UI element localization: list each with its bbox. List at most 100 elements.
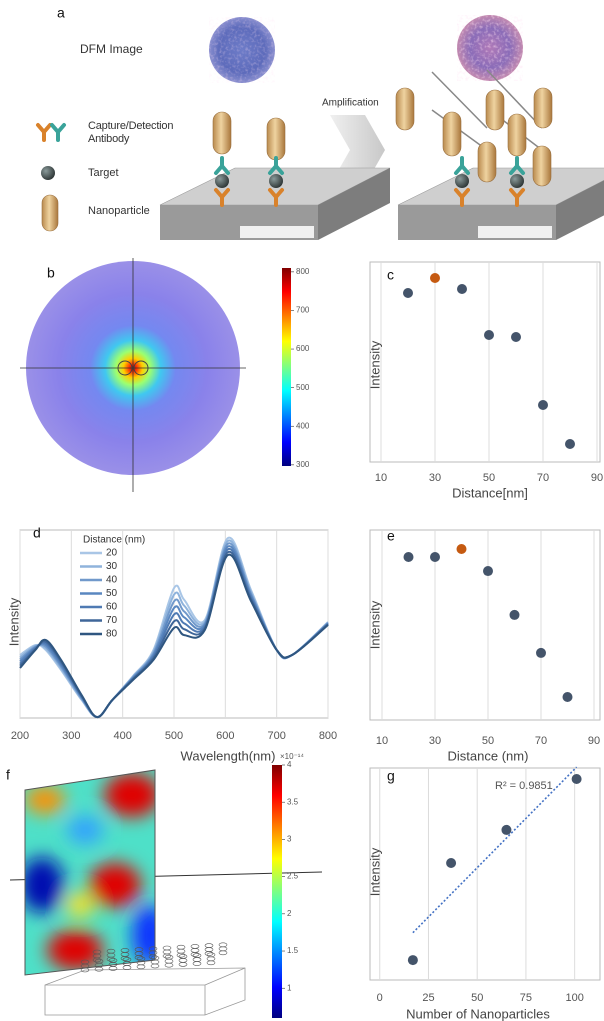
y-axis-label: Intensity <box>6 597 21 646</box>
particle <box>219 943 227 947</box>
data-point <box>430 552 440 562</box>
particle <box>165 963 173 967</box>
field-blob <box>104 773 160 817</box>
x-axis-label: Distance[nm] <box>452 485 528 500</box>
antibody <box>216 158 228 173</box>
colorbar-tick-label: 300 <box>296 460 310 469</box>
field-slice <box>20 770 168 975</box>
figure: 1030507090Distance[nm]Intensity200300400… <box>0 0 604 1021</box>
x-tick-label: 70 <box>535 735 547 747</box>
field-blob <box>20 857 64 913</box>
colorbar-exponent: ×10⁻¹⁴ <box>280 752 304 761</box>
colorbar-tick-label: 600 <box>296 344 310 353</box>
field-blob <box>66 893 94 917</box>
colorbar-tick-label: 400 <box>296 421 310 430</box>
particle <box>179 962 187 966</box>
legend-label: Target <box>88 167 119 179</box>
x-axis-label: Wavelength(nm) <box>181 748 276 763</box>
substrate-window <box>478 226 552 238</box>
particle <box>191 952 199 956</box>
data-point <box>446 858 456 868</box>
figure-body: {"panel_labels": ["a", "b", "c", "d", "e… <box>0 0 604 1021</box>
colorbar-tick-label: 2.5 <box>287 872 299 881</box>
nanoparticle <box>533 146 551 186</box>
panel-label: f <box>6 767 10 783</box>
data-point <box>403 288 413 298</box>
target <box>269 174 283 188</box>
colorbar-tick-label: 500 <box>296 383 310 392</box>
x-tick-label: 90 <box>588 735 600 747</box>
x-axis-label: Distance (nm) <box>448 748 529 763</box>
x-tick-label: 700 <box>267 730 285 742</box>
field-blob <box>89 863 141 907</box>
panel-label: c <box>387 267 394 283</box>
data-point <box>457 284 467 294</box>
data-point <box>484 330 494 340</box>
data-point <box>538 400 548 410</box>
data-point <box>430 273 440 283</box>
y-axis-label: Intensity <box>367 847 382 896</box>
colorbar-tick-label: 1.5 <box>287 946 299 955</box>
dfm-label: DFM Image <box>80 42 143 56</box>
substrate-window <box>240 226 314 238</box>
nanoparticle <box>443 112 461 156</box>
data-point <box>457 544 467 554</box>
data-point <box>510 610 520 620</box>
target <box>510 174 524 188</box>
colorbar-tick-label: 1 <box>287 983 292 992</box>
data-point <box>501 825 511 835</box>
legend-label: 70 <box>106 615 118 626</box>
panel-label: e <box>387 528 395 544</box>
substrate-edge <box>205 968 245 985</box>
dfm-texture <box>457 15 523 81</box>
panel-label: b <box>47 265 55 281</box>
data-point <box>536 648 546 658</box>
colorbar-tick-label: 2 <box>287 909 292 918</box>
nanoparticle <box>396 88 414 130</box>
plot-frame <box>370 768 600 980</box>
legend-label: 40 <box>106 575 118 586</box>
particle <box>179 954 187 958</box>
colorbar-tick-label: 3.5 <box>287 797 299 806</box>
page: Figure html, body { margin: 0; padding: … <box>0 0 604 1021</box>
particle <box>193 958 201 962</box>
particle <box>207 961 215 965</box>
nanoparticle <box>478 142 496 182</box>
legend-label: 20 <box>106 548 118 559</box>
target <box>41 166 55 180</box>
nanoparticle <box>42 195 58 231</box>
amplification-label: Amplification <box>322 98 379 109</box>
panel-label: d <box>33 525 41 541</box>
x-tick-label: 90 <box>591 472 603 484</box>
colorbar-tick-label: 800 <box>296 267 310 276</box>
antibody <box>52 125 64 140</box>
panel-label: a <box>57 5 65 21</box>
antibody <box>38 125 50 140</box>
nanoparticle <box>508 114 526 156</box>
x-tick-label: 10 <box>375 472 387 484</box>
y-axis-label: Intensity <box>367 600 382 649</box>
legend-label: 30 <box>106 561 118 572</box>
x-axis-label: Number of Nanoparticles <box>406 1006 550 1021</box>
x-tick-label: 50 <box>483 472 495 484</box>
legend-label: 50 <box>106 588 118 599</box>
y-axis-label: Intensity <box>367 340 382 389</box>
colorbar-tick-label: 3 <box>287 835 292 844</box>
nanoparticle <box>267 118 285 160</box>
particle <box>207 957 215 961</box>
data-point <box>483 566 493 576</box>
particle <box>177 949 185 953</box>
field-blob <box>67 816 103 844</box>
target <box>455 174 469 188</box>
x-tick-label: 800 <box>319 730 337 742</box>
colorbar-tick-label: 4 <box>287 760 292 769</box>
x-tick-label: 50 <box>471 992 483 1004</box>
particle <box>123 966 131 970</box>
particle <box>219 947 227 951</box>
particle <box>179 958 187 962</box>
particle <box>177 945 185 949</box>
x-tick-label: 400 <box>113 730 131 742</box>
particle <box>205 948 213 952</box>
colorbar-tick-label: 700 <box>296 306 310 315</box>
particle <box>151 960 159 964</box>
